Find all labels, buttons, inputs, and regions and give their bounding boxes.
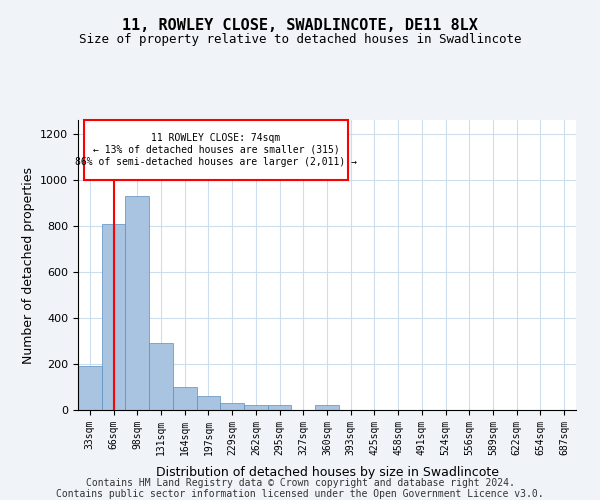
X-axis label: Distribution of detached houses by size in Swadlincote: Distribution of detached houses by size … xyxy=(155,466,499,479)
Bar xyxy=(268,406,292,410)
Y-axis label: Number of detached properties: Number of detached properties xyxy=(22,166,35,364)
Bar xyxy=(78,366,102,410)
Text: 11, ROWLEY CLOSE, SWADLINCOTE, DE11 8LX: 11, ROWLEY CLOSE, SWADLINCOTE, DE11 8LX xyxy=(122,18,478,32)
Bar xyxy=(149,344,173,410)
Bar xyxy=(315,406,339,410)
Text: Contains HM Land Registry data © Crown copyright and database right 2024.
Contai: Contains HM Land Registry data © Crown c… xyxy=(56,478,544,499)
Bar xyxy=(173,387,197,410)
Text: 11 ROWLEY CLOSE: 74sqm
← 13% of detached houses are smaller (315)
86% of semi-de: 11 ROWLEY CLOSE: 74sqm ← 13% of detached… xyxy=(75,134,357,166)
Bar xyxy=(102,224,125,410)
Text: Size of property relative to detached houses in Swadlincote: Size of property relative to detached ho… xyxy=(79,32,521,46)
Bar xyxy=(244,406,268,410)
Bar xyxy=(220,403,244,410)
Bar xyxy=(197,396,220,410)
Bar xyxy=(125,196,149,410)
